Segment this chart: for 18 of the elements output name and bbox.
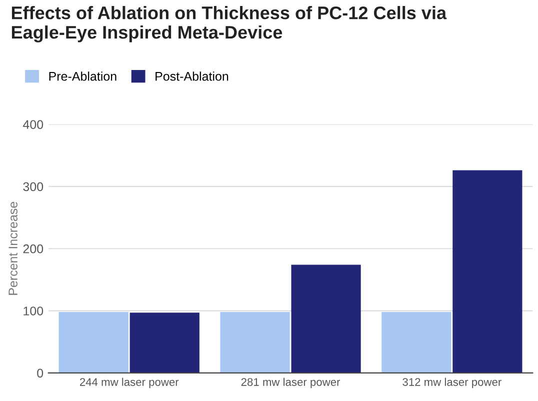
y-axis-title: Percent Increase	[8, 202, 18, 295]
x-tick-label: 312 mw laser power	[402, 378, 502, 388]
y-tick-label: 300	[23, 182, 44, 192]
legend-label: Post-Ablation	[156, 72, 228, 81]
legend-label: Pre-Ablation	[49, 72, 116, 81]
bar	[452, 170, 522, 373]
x-tick-label: 244 mw laser power	[80, 378, 179, 388]
y-tick-label: 400	[22, 120, 44, 129]
x-tick-label: 281 mw laser power	[241, 378, 340, 388]
y-tick-label: 100	[24, 306, 44, 316]
bar	[220, 312, 290, 373]
bar	[130, 312, 200, 373]
bar	[291, 264, 361, 373]
bar	[382, 312, 452, 373]
chart-title: Effects of Ablation on Thickness of PC-12 Cells via Eagle-Eye Inspired Meta-Device	[12, 6, 447, 42]
bar	[58, 312, 128, 373]
y-tick-label: 200	[23, 244, 44, 254]
y-tick-label: 0	[37, 368, 44, 378]
